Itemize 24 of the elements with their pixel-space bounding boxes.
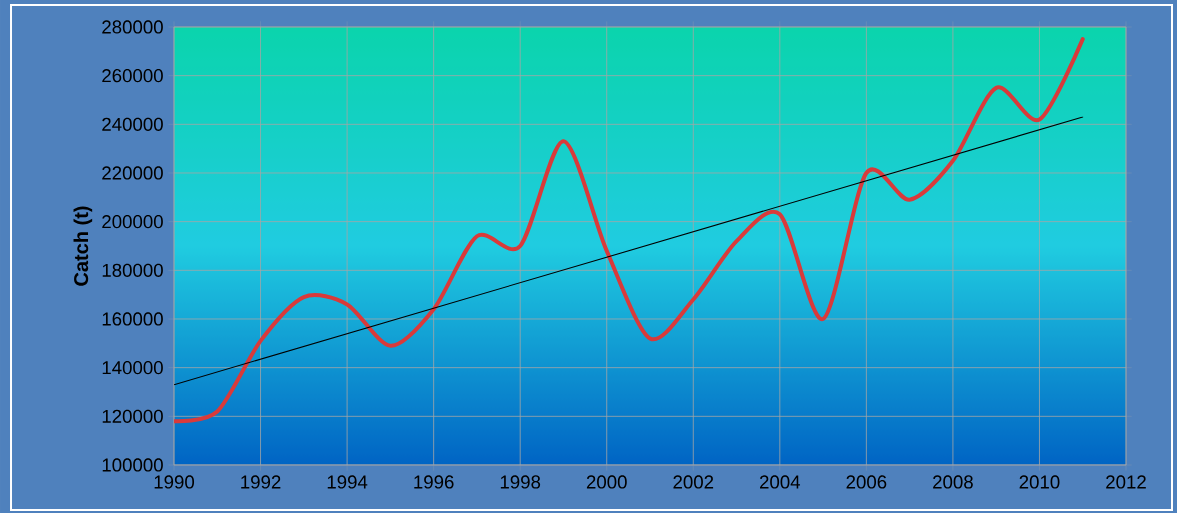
y-tick-label: 180000: [102, 263, 163, 277]
y-tick-label: 280000: [102, 20, 163, 34]
y-tick-label: 200000: [102, 215, 163, 229]
y-axis-title: Catch (t): [73, 206, 93, 286]
y-tick-label: 100000: [102, 458, 163, 472]
x-tick-label: 2006: [846, 475, 887, 489]
y-tick-label: 160000: [102, 312, 163, 326]
x-tick-label: 1998: [500, 475, 541, 489]
x-tick-label: 2012: [1106, 475, 1146, 489]
y-tick-label: 120000: [102, 409, 163, 423]
x-tick-label: 2008: [933, 475, 973, 489]
x-tick-label: 1990: [154, 475, 195, 489]
x-tick-label: 2002: [673, 475, 714, 489]
x-tick-label: 1992: [241, 475, 281, 489]
x-tick-label: 2000: [586, 475, 627, 489]
y-tick-label: 220000: [102, 166, 163, 180]
x-tick-label: 2004: [760, 475, 801, 489]
y-tick-label: 240000: [102, 117, 163, 131]
y-tick-label: 140000: [102, 361, 163, 375]
y-tick-label: 260000: [102, 69, 163, 83]
line-series: [174, 37, 1085, 424]
x-tick-label: 1994: [327, 475, 368, 489]
x-tick-label: 1996: [414, 475, 454, 489]
x-tick-label: 2010: [1019, 475, 1060, 489]
